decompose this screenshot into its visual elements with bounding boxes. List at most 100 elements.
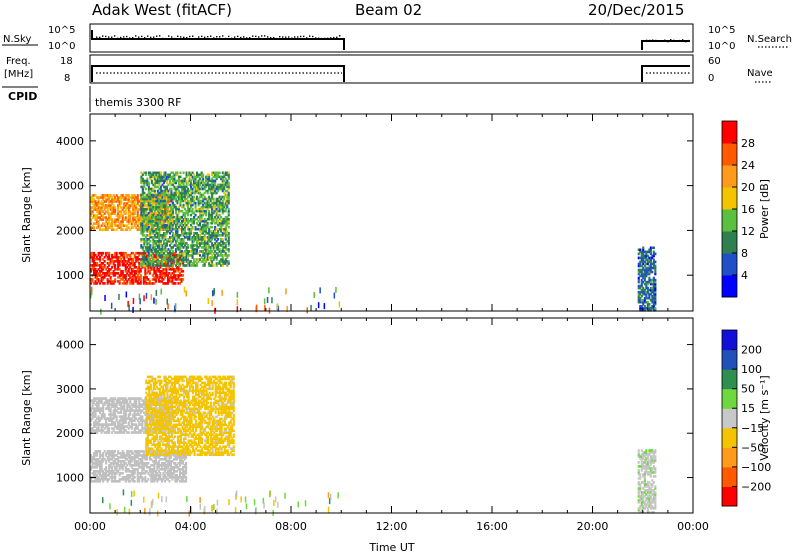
range-time-cell [648,268,651,272]
range-time-cell [648,266,651,270]
range-time-cell [102,210,105,213]
range-time-cell [103,224,106,227]
range-time-cell [141,256,144,259]
range-time-cell [141,450,144,453]
range-time-cell [94,204,97,207]
range-time-cell [103,208,106,211]
range-time-cell [121,270,124,273]
range-time-cell [118,415,121,418]
range-time-cell [177,191,180,195]
range-time-cell [646,290,649,294]
range-time-cell [96,210,99,213]
range-time-cell [171,175,174,179]
range-time-cell [152,193,155,197]
range-time-cell [220,219,223,223]
range-time-cell [145,449,148,452]
range-time-cell [127,421,130,424]
range-time-cell [174,470,177,473]
range-time-cell [643,268,646,272]
nsearch-point [99,36,101,39]
range-time-cell [203,256,206,259]
range-time-cell [123,409,126,412]
range-time-cell [118,466,121,469]
range-time-cell [114,480,117,483]
range-time-cell [221,289,223,296]
range-time-cell [224,203,227,207]
range-time-cell [105,425,108,428]
range-time-cell [220,207,223,211]
range-time-cell [148,399,151,403]
range-time-cell [226,223,229,227]
range-time-cell [138,278,141,281]
range-time-cell [654,298,657,302]
range-time-cell [205,203,208,207]
range-time-cell [152,175,155,179]
range-time-cell [193,215,196,219]
range-time-cell [109,472,112,475]
range-time-cell [100,251,103,255]
range-time-cell [152,262,155,265]
range-time-cell [132,220,135,223]
range-time-cell [147,191,150,195]
range-time-cell [170,207,173,211]
range-time-cell [165,458,168,461]
range-time-cell [124,196,127,199]
range-time-cell [193,219,196,223]
range-time-cell [170,227,173,231]
range-time-cell [90,427,93,430]
range-time-cell [149,171,152,175]
range-time-cell [138,454,141,457]
range-time-cell [139,460,142,463]
range-time-cell [145,401,148,405]
range-time-cell [126,202,129,205]
range-time-cell [209,217,212,221]
range-time-cell [158,211,161,215]
range-time-cell [220,201,223,205]
range-time-cell [206,225,209,229]
range-time-cell [651,246,654,250]
range-time-cell [164,254,167,257]
range-time-cell [143,250,146,253]
range-time-cell [114,260,117,263]
nsearch-point [682,39,684,41]
range-time-cell [94,257,97,261]
range-time-cell [93,270,96,273]
range-time-cell [156,213,159,217]
range-time-cell [105,228,108,231]
range-time-cell [91,251,94,255]
nsearch-point [165,37,167,40]
range-time-cell [193,201,196,205]
range-time-cell [136,202,139,205]
range-time-cell [651,266,654,270]
nsearch-point [135,35,137,37]
range-time-cell [226,181,229,185]
range-time-cell [227,209,230,213]
range-time-cell [148,451,151,454]
range-time-cell [208,250,211,253]
nsearch-point [138,36,140,38]
range-time-cell [185,203,188,207]
range-time-cell [158,260,161,263]
range-time-cell [118,282,121,285]
range-time-cell [153,177,156,181]
range-time-cell [181,193,184,197]
range-time-cell [111,257,114,261]
range-time-cell [149,433,152,436]
colorbar-band [722,121,737,144]
range-time-cell [149,236,152,239]
range-time-cell [196,181,199,185]
range-time-cell [144,413,147,416]
nsearch-point [330,37,332,39]
range-time-cell [111,466,114,469]
range-time-cell [123,202,126,205]
range-time-cell [266,297,269,303]
range-time-cell [150,209,153,213]
range-time-cell [121,468,124,471]
range-time-cell [168,460,171,463]
range-time-cell [115,255,118,259]
range-time-cell [224,173,227,177]
range-time-cell [264,305,266,312]
range-time-cell [150,205,153,209]
range-time-cell [154,476,157,479]
range-time-cell [226,234,229,237]
